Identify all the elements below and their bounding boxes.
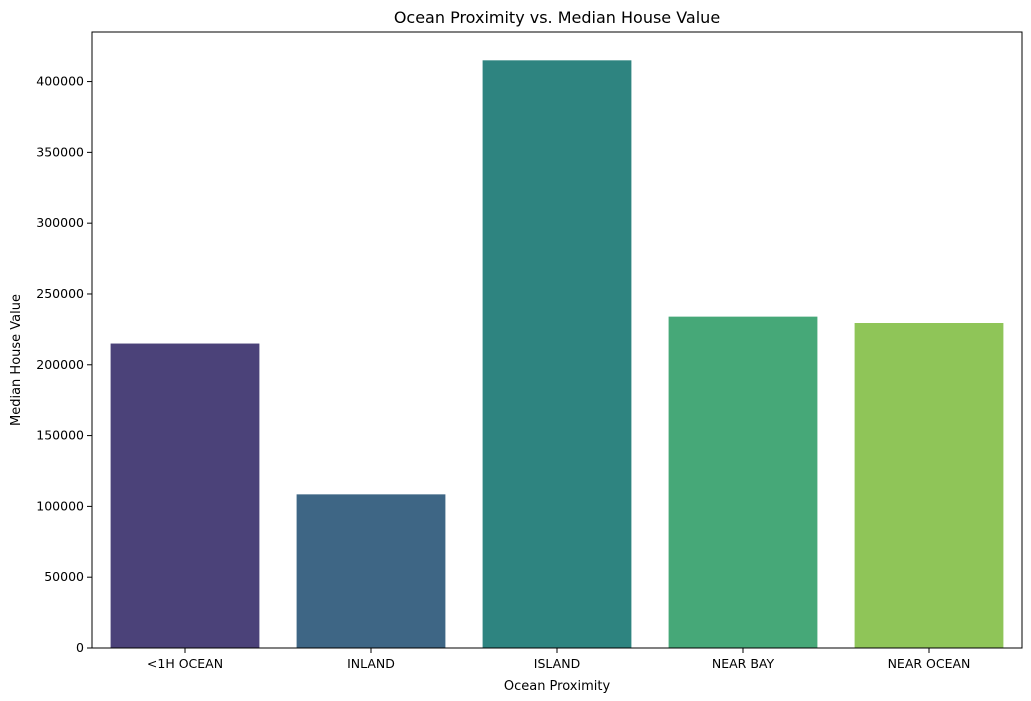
x-tick-label: NEAR OCEAN [888, 656, 971, 671]
x-tick-label: NEAR BAY [712, 656, 775, 671]
y-tick-label: 250000 [36, 286, 84, 301]
y-tick-label: 350000 [36, 144, 84, 159]
y-axis-label: Median House Value [9, 294, 24, 426]
bar [296, 494, 446, 648]
bar [482, 60, 632, 648]
y-tick-label: 150000 [36, 428, 84, 443]
y-tick-label: 100000 [36, 498, 84, 513]
chart-title: Ocean Proximity vs. Median House Value [394, 8, 720, 27]
bar [668, 316, 818, 648]
x-tick-label: INLAND [347, 656, 395, 671]
y-tick-label: 50000 [44, 569, 84, 584]
y-tick-label: 300000 [36, 215, 84, 230]
bar [854, 323, 1004, 648]
x-tick-label: ISLAND [534, 656, 580, 671]
x-axis-label: Ocean Proximity [504, 679, 611, 694]
y-tick-label: 400000 [36, 74, 84, 89]
y-tick-label: 0 [76, 640, 84, 655]
x-tick-label: <1H OCEAN [147, 656, 223, 671]
y-tick-label: 200000 [36, 357, 84, 372]
plot-area: 0 50000 100000 150000 200000 250000 300000 3500… [36, 31, 1023, 671]
bar [110, 343, 260, 648]
